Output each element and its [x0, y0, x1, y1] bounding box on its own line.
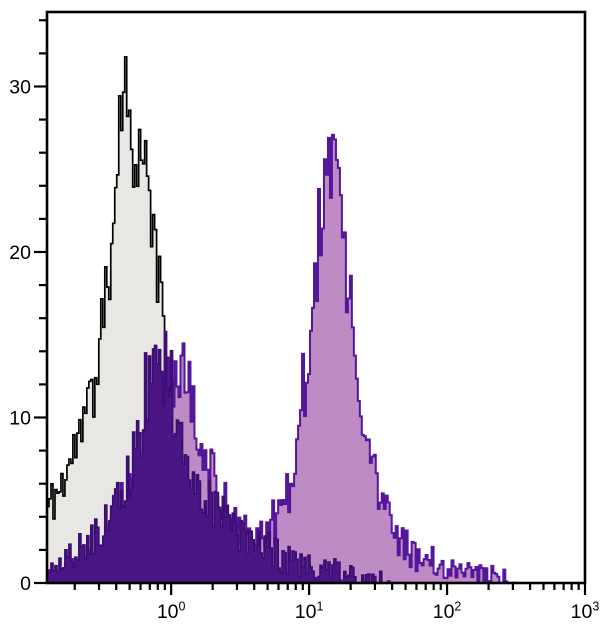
plot-frame	[45, 10, 587, 585]
y-tick-label: 20	[9, 242, 31, 264]
axis-tick-labels: 0 10 20 30 100 101 102 103	[9, 76, 599, 623]
histogram-layer	[47, 56, 517, 583]
x-tick-label: 103	[571, 600, 600, 624]
x-tick-label: 101	[295, 600, 324, 624]
plot-border	[45, 10, 587, 585]
y-tick-label: 0	[20, 573, 31, 595]
y-tick-label: 10	[9, 407, 31, 429]
y-tick-label: 30	[9, 76, 31, 98]
x-tick-label: 102	[433, 600, 462, 624]
axis-ticks	[34, 19, 587, 595]
x-tick-label: 100	[157, 600, 186, 624]
dark-purple-histogram	[47, 330, 394, 583]
